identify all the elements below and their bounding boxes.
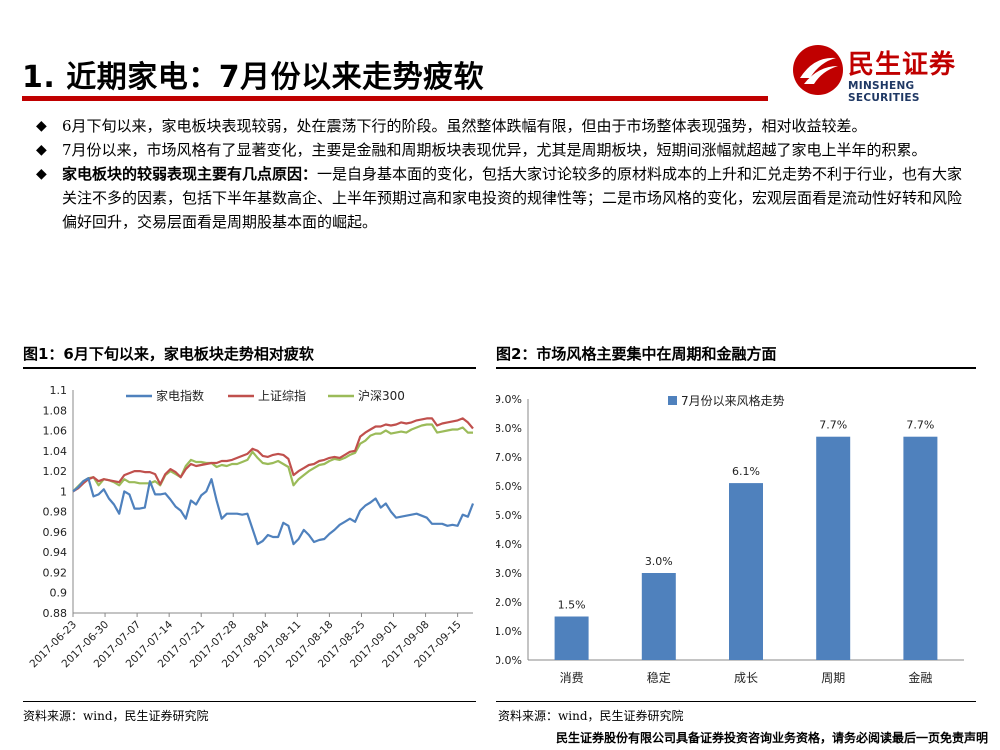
y-tick-label: 0.0% xyxy=(496,654,522,667)
bar-value-label: 7.7% xyxy=(819,419,847,432)
logo-english-name: MINSHENG SECURITIES xyxy=(848,80,920,104)
y-tick-label: 5.0% xyxy=(496,509,522,522)
footer-disclaimer: 民生证券股份有限公司具备证券投资咨询业务资格，请务必阅读最后一页免责声明 xyxy=(555,731,988,745)
bullet-item: ◆ 家电板块的较弱表现主要有几点原因：一是自身基本面的变化，包括大家讨论较多的原… xyxy=(36,162,966,234)
series-line-2 xyxy=(72,417,474,493)
legend-label: 家电指数 xyxy=(156,388,204,403)
y-tick-label: 1.04 xyxy=(43,445,68,458)
bullet-item: ◆ 6月下旬以来，家电板块表现较弱，处在震荡下行的阶段。虽然整体跌幅有限，但由于… xyxy=(36,114,966,138)
legend-label: 7月份以来风格走势 xyxy=(681,393,785,408)
y-tick-label: 2.0% xyxy=(496,596,522,609)
company-logo: 民生证券 MINSHENG SECURITIES xyxy=(792,40,982,104)
figure1-source: 资料来源：wind，民生证券研究院 xyxy=(23,709,209,723)
legend-label: 上证综指 xyxy=(258,388,306,403)
y-tick-label: 1.08 xyxy=(43,404,68,417)
figure2-source: 资料来源：wind，民生证券研究院 xyxy=(498,709,684,723)
y-tick-label: 0.88 xyxy=(43,607,68,620)
bullet-item: ◆ 7月份以来，市场风格有了显著变化，主要是金融和周期板块表现优异，尤其是周期板… xyxy=(36,138,966,162)
bar-value-label: 7.7% xyxy=(906,419,934,432)
y-tick-label: 7.0% xyxy=(496,451,522,464)
bar-value-label: 3.0% xyxy=(645,555,673,568)
figure1-source-rule xyxy=(23,701,476,702)
y-tick-label: 6.0% xyxy=(496,480,522,493)
bullet-list: ◆ 6月下旬以来，家电板块表现较弱，处在震荡下行的阶段。虽然整体跌幅有限，但由于… xyxy=(36,114,966,234)
bullet-text: 一是自身基本面的变化，包括大家讨论较多的原材料成本的上升和汇兑走势不利于行业，也… xyxy=(62,165,963,231)
y-tick-label: 3.0% xyxy=(496,567,522,580)
bar-value-label: 6.1% xyxy=(732,465,760,478)
y-tick-label: 0.98 xyxy=(43,506,68,519)
diamond-bullet-icon: ◆ xyxy=(36,166,47,182)
figure2-source-rule xyxy=(496,701,976,702)
y-tick-label: 0.9 xyxy=(50,587,68,600)
bar xyxy=(641,573,676,660)
diamond-bullet-icon: ◆ xyxy=(36,142,47,158)
y-tick-label: 0.96 xyxy=(43,526,68,539)
figure1-caption: 图1：6月下旬以来，家电板块走势相对疲软 xyxy=(23,345,314,363)
title-underline xyxy=(22,96,768,101)
bullet-bold-lead: 家电板块的较弱表现主要有几点原因： xyxy=(62,165,318,183)
bar-chart: 9.0% 8.0% 7.0% 6.0% 5.0% 4.0% 3.0% 2.0% 1.0% 0.0%… xyxy=(496,393,964,685)
legend-swatch xyxy=(668,396,677,405)
figure2-rule xyxy=(496,367,976,369)
logo-chinese-name: 民生证券 xyxy=(848,50,957,80)
figure1-rule xyxy=(23,367,476,369)
bar-value-label: 1.5% xyxy=(558,599,586,612)
bullet-text: 7月份以来，市场风格有了显著变化，主要是金融和周期板块表现优异，尤其是周期板块，… xyxy=(62,141,927,159)
y-tick-label: 0.94 xyxy=(43,546,68,559)
y-tick-label: 1.02 xyxy=(43,465,68,478)
line-chart: 1.1 1.08 1.06 1.04 1.02 1 0.98 0.96 0.94 0.92 0.9 0… xyxy=(27,384,475,670)
y-tick-label: 8.0% xyxy=(496,422,522,435)
y-tick-label: 1.06 xyxy=(43,425,68,438)
y-tick-label: 0.92 xyxy=(43,566,68,579)
x-tick-label: 消费 xyxy=(560,671,584,685)
figure2-caption: 图2：市场风格主要集中在周期和金融方面 xyxy=(496,345,777,363)
bar xyxy=(816,436,851,660)
bar xyxy=(554,616,589,660)
page-title: 1. 近期家电：7月份以来走势疲软 xyxy=(22,60,485,95)
bar xyxy=(729,483,763,660)
series-line-3 xyxy=(72,423,473,493)
diamond-bullet-icon: ◆ xyxy=(36,118,47,134)
series-line-1 xyxy=(72,477,475,546)
y-tick-label: 1.0% xyxy=(496,625,522,638)
legend-label: 沪深300 xyxy=(358,389,405,403)
x-tick-label: 稳定 xyxy=(647,670,671,685)
bar xyxy=(903,436,938,660)
x-tick-label: 金融 xyxy=(908,670,932,685)
y-tick-label: 4.0% xyxy=(496,538,522,551)
bullet-text: 6月下旬以来，家电板块表现较弱，处在震荡下行的阶段。虽然整体跌幅有限，但由于市场… xyxy=(62,117,867,135)
y-tick-label: 1.1 xyxy=(50,384,68,397)
y-tick-label: 1 xyxy=(60,485,67,498)
logo-emblem-icon xyxy=(793,45,843,95)
x-tick-label: 周期 xyxy=(821,671,845,685)
x-tick-label: 成长 xyxy=(734,671,758,685)
y-tick-label: 9.0% xyxy=(496,393,522,406)
